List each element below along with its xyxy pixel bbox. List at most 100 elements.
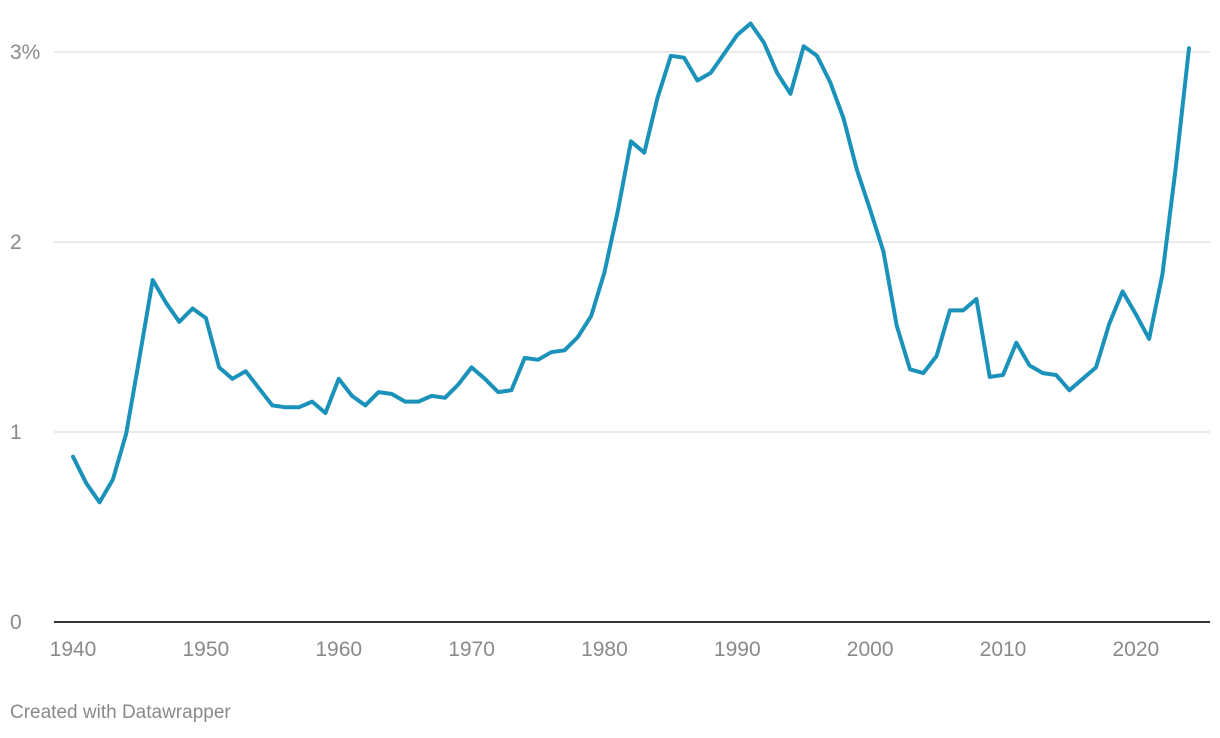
x-axis-labels: 1940 1950 1960 1970 1980 1990 2000 2010 2020 (50, 638, 1160, 661)
data-point (496, 390, 500, 394)
data-point (1028, 364, 1032, 368)
data-point (363, 403, 367, 407)
data-point (602, 270, 606, 274)
data-point (191, 307, 195, 311)
data-point (1147, 337, 1151, 341)
data-point (204, 316, 208, 320)
data-point (669, 54, 673, 58)
data-point (137, 356, 141, 360)
data-point (217, 365, 221, 369)
data-point (1054, 373, 1058, 377)
data-point (270, 403, 274, 407)
x-tick-label: 1980 (581, 638, 628, 661)
data-point (828, 80, 832, 84)
data-point (470, 365, 474, 369)
data-point (775, 71, 779, 75)
data-point (815, 54, 819, 58)
data-point (456, 383, 460, 387)
data-point (642, 151, 646, 155)
data-point (1041, 371, 1045, 375)
data-point (151, 278, 155, 282)
data-point (297, 405, 301, 409)
data-point (377, 390, 381, 394)
y-axis-labels: 0 1 2 3% (10, 41, 40, 634)
x-tick-label: 2000 (847, 638, 894, 661)
data-point (124, 432, 128, 436)
data-point (563, 348, 567, 352)
y-tick-label: 0 (10, 611, 22, 634)
data-point (1121, 289, 1125, 293)
data-point (284, 405, 288, 409)
data-point (257, 386, 261, 390)
data-point (1107, 322, 1111, 326)
data-point (337, 377, 341, 381)
data-point (749, 22, 753, 26)
y-tick-label: 2 (10, 231, 22, 254)
data-point (430, 394, 434, 398)
data-point (961, 308, 965, 312)
data-point (1134, 312, 1138, 316)
data-point (855, 168, 859, 172)
series-group (71, 21, 1191, 505)
data-point (98, 500, 102, 504)
data-point (921, 371, 925, 375)
x-tick-label: 2020 (1112, 638, 1159, 661)
data-point (802, 44, 806, 48)
data-point (881, 250, 885, 254)
data-point (1014, 341, 1018, 345)
data-point (536, 358, 540, 362)
data-point (1001, 373, 1005, 377)
data-point (390, 392, 394, 396)
y-tick-label: 1 (10, 421, 22, 444)
data-point (310, 400, 314, 404)
data-point (350, 394, 354, 398)
x-tick-label: 2010 (980, 638, 1027, 661)
data-point (589, 314, 593, 318)
data-point (1174, 166, 1178, 170)
data-point (948, 308, 952, 312)
y-tick-label: 3% (10, 41, 40, 64)
data-point (629, 139, 633, 143)
data-point (762, 41, 766, 45)
data-point (84, 481, 88, 485)
data-point (403, 400, 407, 404)
data-point (509, 388, 513, 392)
data-point (788, 92, 792, 96)
data-point (244, 369, 248, 373)
data-point (722, 52, 726, 56)
data-point (1187, 46, 1191, 50)
data-point (111, 478, 115, 482)
data-point (695, 79, 699, 83)
data-point (576, 335, 580, 339)
x-tick-label: 1960 (315, 638, 362, 661)
data-point (656, 96, 660, 100)
data-point (549, 350, 553, 354)
data-point (709, 71, 713, 75)
data-point (988, 375, 992, 379)
data-point (895, 324, 899, 328)
data-point (523, 356, 527, 360)
data-point (735, 33, 739, 37)
data-point (230, 377, 234, 381)
data-point (1081, 377, 1085, 381)
x-tick-label: 1950 (182, 638, 229, 661)
data-point (1094, 365, 1098, 369)
data-point (164, 301, 168, 305)
data-point (908, 367, 912, 371)
data-point (416, 400, 420, 404)
data-point (443, 396, 447, 400)
data-point (177, 320, 181, 324)
credit-text: Created with Datawrapper (10, 702, 231, 723)
data-point (868, 208, 872, 212)
data-point (71, 455, 75, 459)
x-tick-label: 1970 (448, 638, 495, 661)
series-line (71, 21, 1191, 505)
data-point (323, 411, 327, 415)
data-point (682, 56, 686, 60)
gridlines (54, 51, 1210, 623)
data-point (616, 210, 620, 214)
line-chart: 0 1 2 3% 1940 1950 1960 1970 1980 1990 2000 2010 20… (10, 21, 1210, 661)
data-point (935, 354, 939, 358)
x-tick-label: 1990 (714, 638, 761, 661)
data-point (1067, 388, 1071, 392)
